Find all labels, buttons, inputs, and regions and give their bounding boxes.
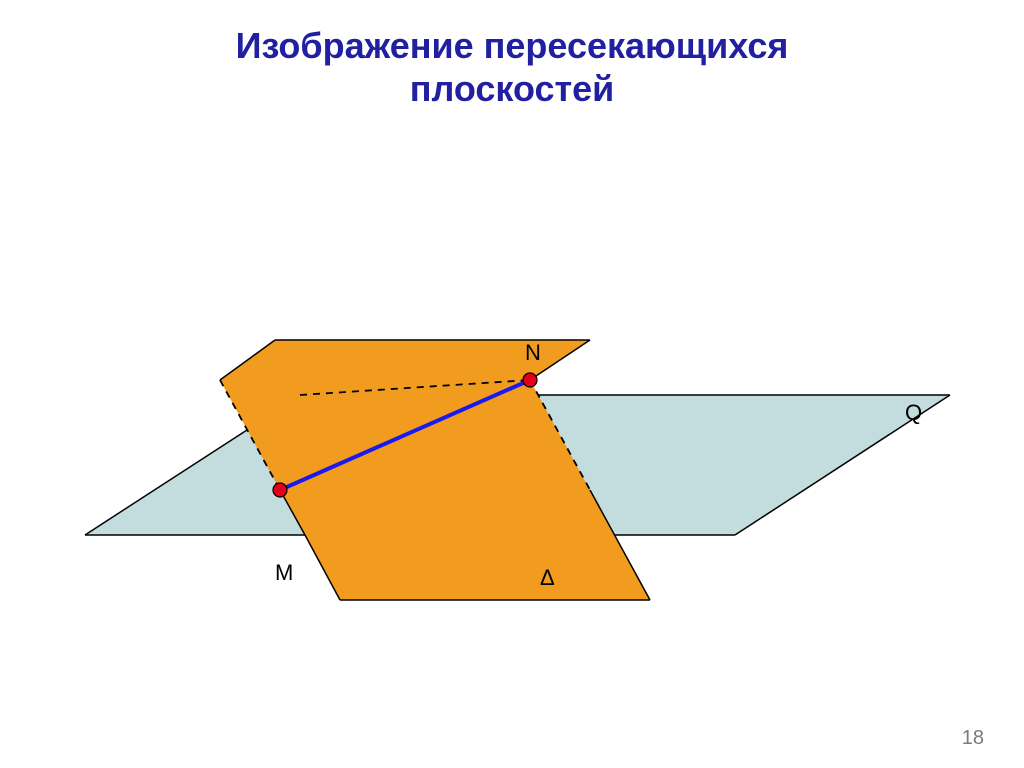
intersecting-planes-diagram: M N Q Δ [0,110,1024,710]
plane-label-Q: Q [905,400,922,425]
title-line-1: Изображение пересекающихся [0,24,1024,67]
point-label-M: M [275,560,293,585]
plane-label-Delta: Δ [540,565,555,590]
page-number: 18 [962,727,984,750]
title-line-2: плоскостей [0,67,1024,110]
slide-title: Изображение пересекающихся плоскостей [0,0,1024,110]
point-label-N: N [525,340,541,365]
